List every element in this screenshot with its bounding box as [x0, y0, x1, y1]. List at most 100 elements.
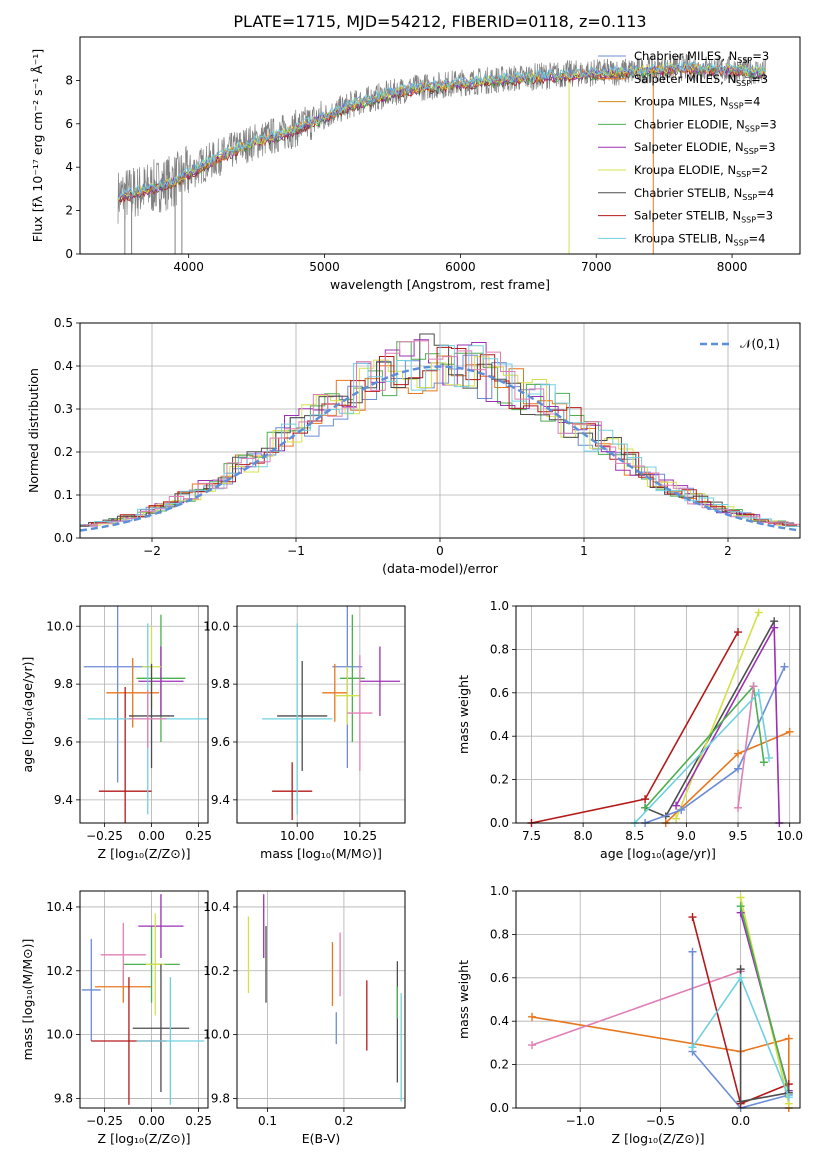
legend-entry: 𝒩(0,1)	[740, 337, 780, 351]
mass-weight-marker	[688, 913, 697, 922]
y-axis-label: Normed distribution	[26, 368, 41, 493]
tick-label-y: 2	[65, 204, 73, 218]
tick-label-x: 0	[436, 544, 444, 558]
residual-histogram	[80, 354, 795, 526]
legend-entry: Salpeter ELODIE, NSSP=3	[634, 140, 776, 156]
tick-label-y: 10.4	[203, 900, 230, 914]
tick-label-y: 10.0	[203, 619, 230, 633]
tick-label-x: −0.25	[86, 829, 123, 843]
tick-label-x: 0.2	[334, 1114, 353, 1128]
mass-weight-marker	[528, 1041, 537, 1050]
mass-weight-marker	[736, 1097, 745, 1106]
mass-weight-marker	[736, 902, 745, 911]
x-axis-label: E(B-V)	[302, 1131, 341, 1146]
y-axis-label: mass [log₁₀(M/M⊙)]	[20, 939, 35, 1061]
tick-label-x: 0.25	[185, 829, 212, 843]
mass-weight-marker	[754, 688, 763, 697]
mass-weight-marker	[672, 801, 681, 810]
mass-weight-line	[531, 1016, 790, 1108]
tick-label-x: 0.1	[258, 1114, 277, 1128]
tick-label-y: 0.6	[490, 686, 509, 700]
tick-label-x: −0.5	[646, 1114, 675, 1128]
tick-label-y: 0.4	[490, 1014, 509, 1028]
mass-weight-line	[644, 666, 786, 823]
tick-label-x: 8000	[717, 260, 748, 274]
mass-weight-marker	[749, 682, 758, 691]
model-spectrum	[117, 65, 766, 203]
tick-label-y: 9.6	[211, 735, 230, 749]
tick-label-x: 0.0	[731, 1114, 750, 1128]
tick-label-x: 10.25	[343, 829, 377, 843]
axes-frame	[79, 36, 801, 255]
y-axis-label: Flux [fλ 10⁻¹⁷ erg cm⁻² s⁻¹ Å⁻¹]	[30, 49, 45, 242]
mass-weight-marker	[528, 1012, 537, 1021]
tick-label-y: 9.8	[54, 677, 73, 691]
axes-frame	[79, 322, 801, 539]
tick-label-y: 9.4	[54, 793, 73, 807]
x-axis-label: Z [log₁₀(Z/Z⊙)]	[98, 846, 191, 861]
figure-title: PLATE=1715, MJD=54212, FIBERID=0118, z=0…	[233, 12, 647, 31]
mass-weight-marker	[754, 608, 763, 617]
tick-label-y: 0.2	[490, 773, 509, 787]
model-spectrum	[117, 61, 766, 199]
tick-label-x: 0.25	[185, 1114, 212, 1128]
legend-entry: Kroupa STELIB, NSSP=4	[634, 231, 765, 247]
mass-weight-marker	[770, 623, 779, 632]
mass-weight-line	[531, 970, 741, 1046]
tick-label-x: 9.5	[728, 829, 747, 843]
mass-weight-marker	[688, 1043, 697, 1052]
x-axis-label: Z [log₁₀(Z/Z⊙)]	[98, 1131, 191, 1146]
mass-weight-marker	[784, 1093, 793, 1102]
tick-label-y: 9.8	[211, 677, 230, 691]
tick-label-y: 10.4	[46, 900, 73, 914]
mass-weight-marker	[734, 749, 743, 758]
residual-histogram	[80, 355, 798, 526]
tick-label-x: 0.00	[138, 829, 165, 843]
tick-label-y: 0.2	[54, 445, 73, 459]
x-axis-label: age [log₁₀(age/yr)]	[600, 846, 716, 861]
y-axis-label: mass weight	[456, 675, 471, 754]
tick-label-y: 9.6	[54, 735, 73, 749]
mass-weight-marker	[736, 893, 745, 902]
tick-label-x: 7.5	[522, 829, 541, 843]
mass-weight-marker	[734, 764, 743, 773]
tick-label-x: −2	[143, 544, 161, 558]
tick-label-x: 7000	[581, 260, 612, 274]
legend-entry: Kroupa MILES, NSSP=4	[634, 95, 760, 111]
residual-histogram	[82, 340, 800, 526]
tick-label-x: 10.00	[280, 829, 314, 843]
axes-frame	[79, 605, 209, 824]
axes-frame	[236, 605, 406, 824]
mass-weight-marker	[688, 947, 697, 956]
axes-frame	[236, 890, 406, 1109]
legend-entry: Chabrier ELODIE, NSSP=3	[634, 117, 777, 133]
axes-frame	[515, 890, 801, 1109]
tick-label-y: 9.4	[211, 793, 230, 807]
tick-label-y: 10.2	[46, 964, 73, 978]
mass-weight-marker	[780, 662, 789, 671]
tick-label-y: 0	[65, 247, 73, 261]
mass-weight-marker	[736, 973, 745, 982]
tick-label-y: 0.0	[490, 1101, 509, 1115]
tick-label-x: 4000	[173, 260, 204, 274]
x-axis-label: wavelength [Angstrom, rest frame]	[330, 277, 550, 292]
mass-weight-marker	[672, 814, 681, 823]
tick-label-x: 9.0	[677, 829, 696, 843]
tick-label-x: 10.0	[776, 829, 803, 843]
mass-weight-line	[691, 951, 790, 1108]
tick-label-y: 4	[65, 160, 73, 174]
tick-label-y: 10.0	[46, 1028, 73, 1042]
tick-label-y: 0.0	[54, 531, 73, 545]
y-axis-label: mass weight	[456, 960, 471, 1039]
x-axis-label: (data-model)/error	[382, 561, 499, 576]
legend-entry: Salpeter STELIB, NSSP=3	[634, 209, 773, 225]
tick-label-y: 0.5	[54, 316, 73, 330]
tick-label-y: 0.6	[490, 971, 509, 985]
tick-label-y: 10.0	[46, 619, 73, 633]
tick-label-y: 0.1	[54, 488, 73, 502]
axes-frame	[79, 890, 209, 1109]
normal-curve	[80, 365, 800, 532]
mass-weight-marker	[641, 803, 650, 812]
tick-label-y: 1.0	[490, 884, 509, 898]
